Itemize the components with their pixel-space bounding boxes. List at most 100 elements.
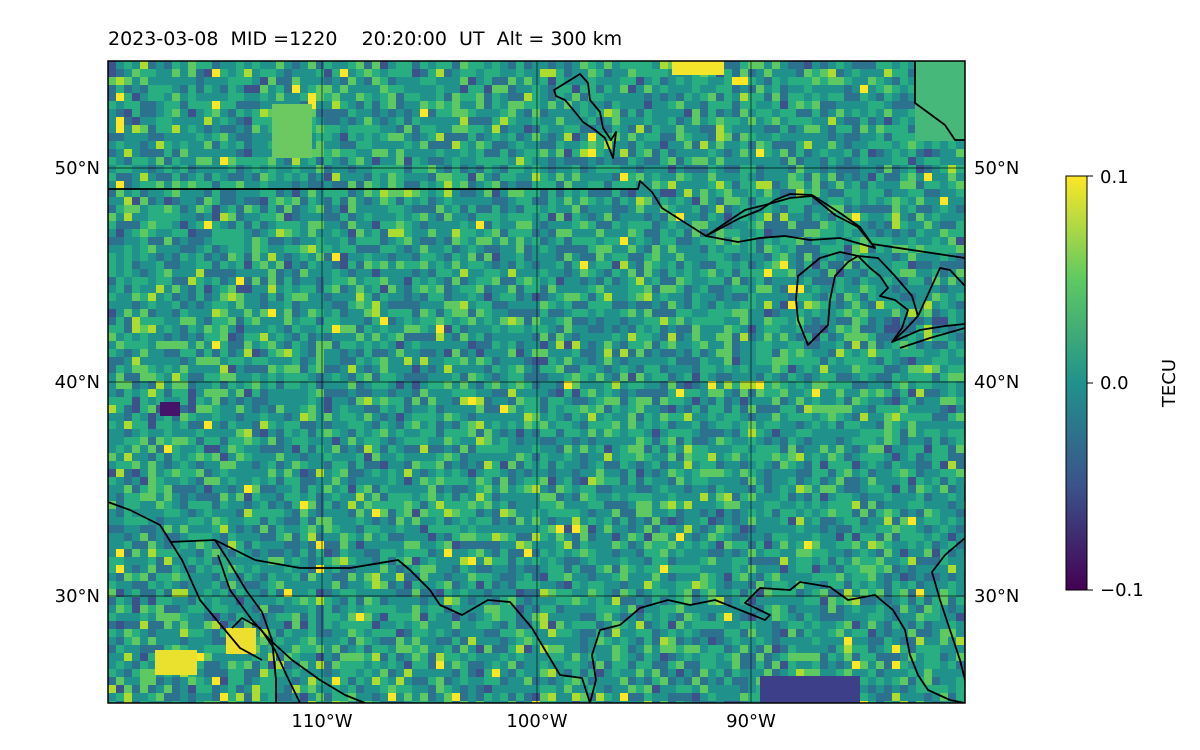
tec-cell [916,197,924,205]
tec-cell [268,245,276,253]
tec-cell [196,325,204,333]
tec-cell [916,205,924,213]
tec-cell [684,125,692,133]
tec-cell [140,325,148,333]
tec-cell [204,413,212,421]
tec-cell [476,261,484,269]
tec-cell [124,165,132,173]
tec-cell [124,309,132,317]
tec-cell [876,325,884,333]
tec-cell [820,125,828,133]
tec-cell [596,269,604,277]
tec-cell [628,397,636,405]
tec-cell [516,101,524,109]
tec-cell [508,333,516,341]
tec-cell [868,421,876,429]
tec-cell [788,373,796,381]
tec-cell [828,373,836,381]
tec-cell [812,197,820,205]
tec-cell [740,349,748,357]
tec-cell [396,245,404,253]
tec-cell [860,269,868,277]
tec-cell [324,93,332,101]
tec-cell [708,293,716,301]
tec-cell [172,317,180,325]
tec-cell [852,93,860,101]
tec-cell [468,349,476,357]
tec-cell [620,133,628,141]
tec-cell [556,141,564,149]
tec-cell [420,325,428,333]
tec-cell [516,325,524,333]
tec-cell [228,397,236,405]
tec-cell [508,269,516,277]
tec-cell [260,277,268,285]
tec-cell [364,253,372,261]
tec-cell [764,349,772,357]
tec-cell [212,181,220,189]
tec-cell [156,229,164,237]
tec-cell [252,149,260,157]
tec-cell [332,365,340,373]
tec-cell [308,165,316,173]
tec-cell [452,389,460,397]
tec-cell [420,309,428,317]
tec-cell [308,221,316,229]
tec-cell [388,245,396,253]
tec-cell [924,165,932,173]
tec-cell [484,373,492,381]
tec-cell [436,101,444,109]
tec-cell [388,389,396,397]
tec-cell [764,77,772,85]
tec-cell [772,165,780,173]
tec-cell [148,309,156,317]
tec-cell [468,93,476,101]
tec-cell [796,237,804,245]
tec-cell [532,93,540,101]
tec-cell [708,253,716,261]
tec-cell [268,189,276,197]
tec-cell [372,293,380,301]
tec-cell [308,253,316,261]
tec-cell [884,165,892,173]
tec-cell [188,261,196,269]
tec-cell [668,381,676,389]
tec-cell [324,357,332,365]
tec-cell [796,285,804,293]
tec-cell [908,85,916,93]
tec-cell [372,213,380,221]
tec-cell [244,109,252,117]
tec-cell [868,141,876,149]
tec-cell [540,197,548,205]
tec-cell [532,301,540,309]
tec-cell [188,205,196,213]
tec-cell [564,317,572,325]
tec-cell [612,405,620,413]
tec-cell [668,285,676,293]
tec-cell [644,117,652,125]
tec-cell [836,157,844,165]
tec-cell [796,301,804,309]
tec-cell [380,405,388,413]
tec-cell [180,93,188,101]
tec-cell [476,141,484,149]
tec-cell [580,101,588,109]
tec-cell [636,397,644,405]
tec-cell [396,325,404,333]
tec-cell [204,165,212,173]
tec-cell [524,125,532,133]
tec-cell [828,205,836,213]
tec-cell [284,381,292,389]
tec-cell [772,293,780,301]
tec-cell [180,245,188,253]
tec-cell [764,413,772,421]
tec-cell [916,181,924,189]
tec-cell [924,397,932,405]
tec-cell [244,397,252,405]
tec-cell [476,269,484,277]
tec-cell [692,253,700,261]
tec-cell [764,237,772,245]
tec-cell [852,357,860,365]
tec-cell [420,229,428,237]
tec-cell [828,253,836,261]
